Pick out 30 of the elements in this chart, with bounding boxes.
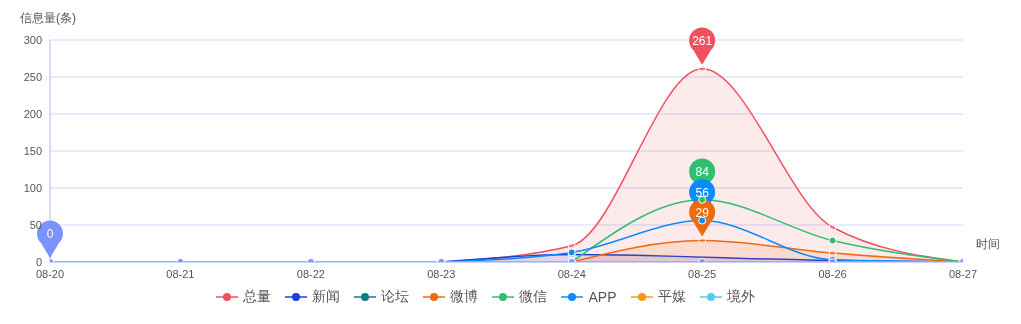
- x-tick-label: 08-24: [557, 267, 586, 280]
- legend-label: 微博: [450, 288, 479, 306]
- y-tick-label: 300: [23, 33, 42, 46]
- x-tick-label: 08-22: [296, 267, 325, 280]
- y-axis-title: 信息量(条): [20, 10, 76, 27]
- legend-label: 微信: [519, 288, 548, 306]
- x-tick-label: 08-26: [818, 267, 847, 280]
- x-tick-label: 08-21: [166, 267, 195, 280]
- legend-label: APP: [588, 289, 617, 305]
- x-tick-label: 08-23: [427, 267, 456, 280]
- x-tick-label: 08-20: [35, 267, 65, 280]
- x-tick-label: 08-25: [688, 267, 717, 280]
- y-tick-label: 50: [29, 218, 42, 231]
- legend-label: 新闻: [312, 288, 341, 306]
- y-tick-label: 200: [23, 107, 42, 120]
- y-tick-label: 100: [23, 181, 42, 194]
- legend-label: 境外: [726, 288, 755, 306]
- annotation: 0: [46, 227, 54, 241]
- annotation: 29: [695, 205, 710, 220]
- legend-label: 论坛: [381, 288, 410, 306]
- y-tick-label: 150: [23, 144, 42, 157]
- annotation: 56: [695, 185, 710, 200]
- x-axis-title: 时间: [976, 236, 1000, 253]
- legend-label: 总量: [243, 288, 272, 306]
- y-tick-label: 250: [23, 70, 42, 83]
- annotation: 84: [695, 164, 710, 179]
- x-tick-label: 08-27: [948, 267, 978, 280]
- legend-label: 平媒: [657, 288, 686, 306]
- y-tick-label: 0: [35, 255, 42, 268]
- annotation: 261: [692, 33, 713, 48]
